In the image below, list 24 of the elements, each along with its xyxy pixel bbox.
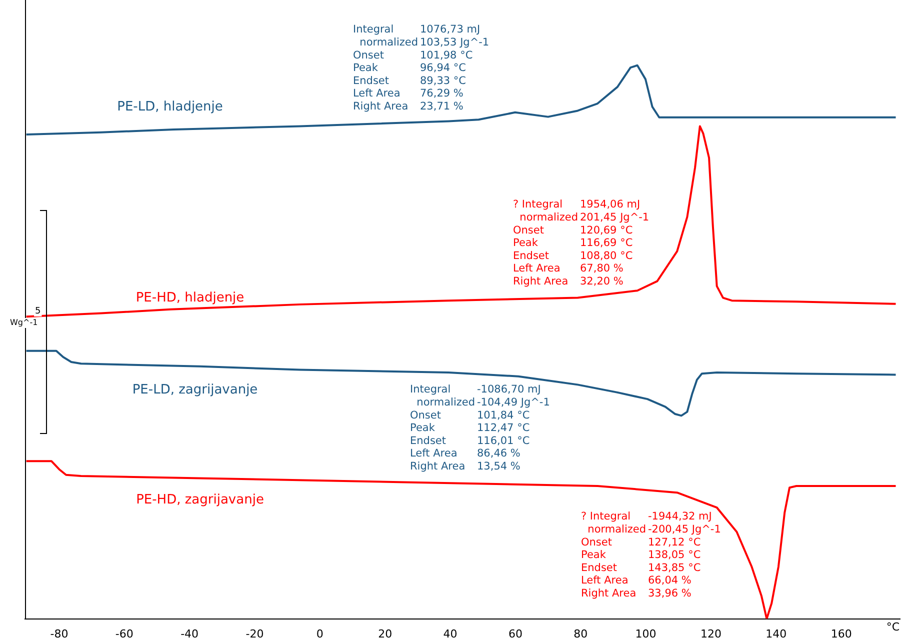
x-tick-label: 80 <box>574 627 588 640</box>
x-tick-label: 100 <box>635 627 656 640</box>
x-tick-label: -80 <box>50 627 68 640</box>
x-tick-label: -20 <box>246 627 264 640</box>
x-tick-label: 0 <box>316 627 324 640</box>
series-label: PE-LD, zagrijavanje <box>132 382 258 398</box>
x-tick-label: 140 <box>766 627 787 640</box>
text: ? Integral -1944,32 mJ normalized -200,45 Jg^-1 Onset 127,12 °C Peak 138,05 °C Endset 143,85 °C Left Area 66,04 % Right Area 33,96 % <box>581 510 721 600</box>
annotation: 5 <box>35 306 41 316</box>
x-tick-label: 160 <box>830 627 852 640</box>
x-tick-label: 40 <box>443 627 458 640</box>
x-tick-label: -40 <box>180 627 199 640</box>
x-tick-label: 60 <box>508 627 522 640</box>
x-tick-label: -60 <box>115 627 134 640</box>
x-axis-title: °C <box>886 620 900 634</box>
x-tick-label: 120 <box>700 627 722 640</box>
text: Integral 1076,73 mJ normalized 103,53 Jg^-1 Onset 101,98 °C Peak 96,94 °C Endset 89,33 °C Left Area 76,29 % Right Area 23,71 % <box>353 24 490 113</box>
series-label: PE-LD, hladjenje <box>117 99 223 114</box>
text: ? Integral 1954,06 mJ normalized 201,45 Jg^-1 Onset 120,69 °C Peak 116,69 °C Endset 108,80 °C Left Area 67,80 % Right Area 32,20 % <box>513 198 650 288</box>
series-label: PE-HD, zagrijavanje <box>136 492 264 508</box>
text: Integral -1086,70 mJ normalized -104,49 Jg^-1 Onset 101,84 °C Peak 112,47 °C Endset 116,01 °C Left Area 86,46 % Right Area 13,54 % <box>410 384 550 473</box>
annotation: Wg^-1 <box>10 318 38 328</box>
x-tick-label: 20 <box>378 627 392 640</box>
series-label: PE-HD, hladjenje <box>136 290 244 306</box>
